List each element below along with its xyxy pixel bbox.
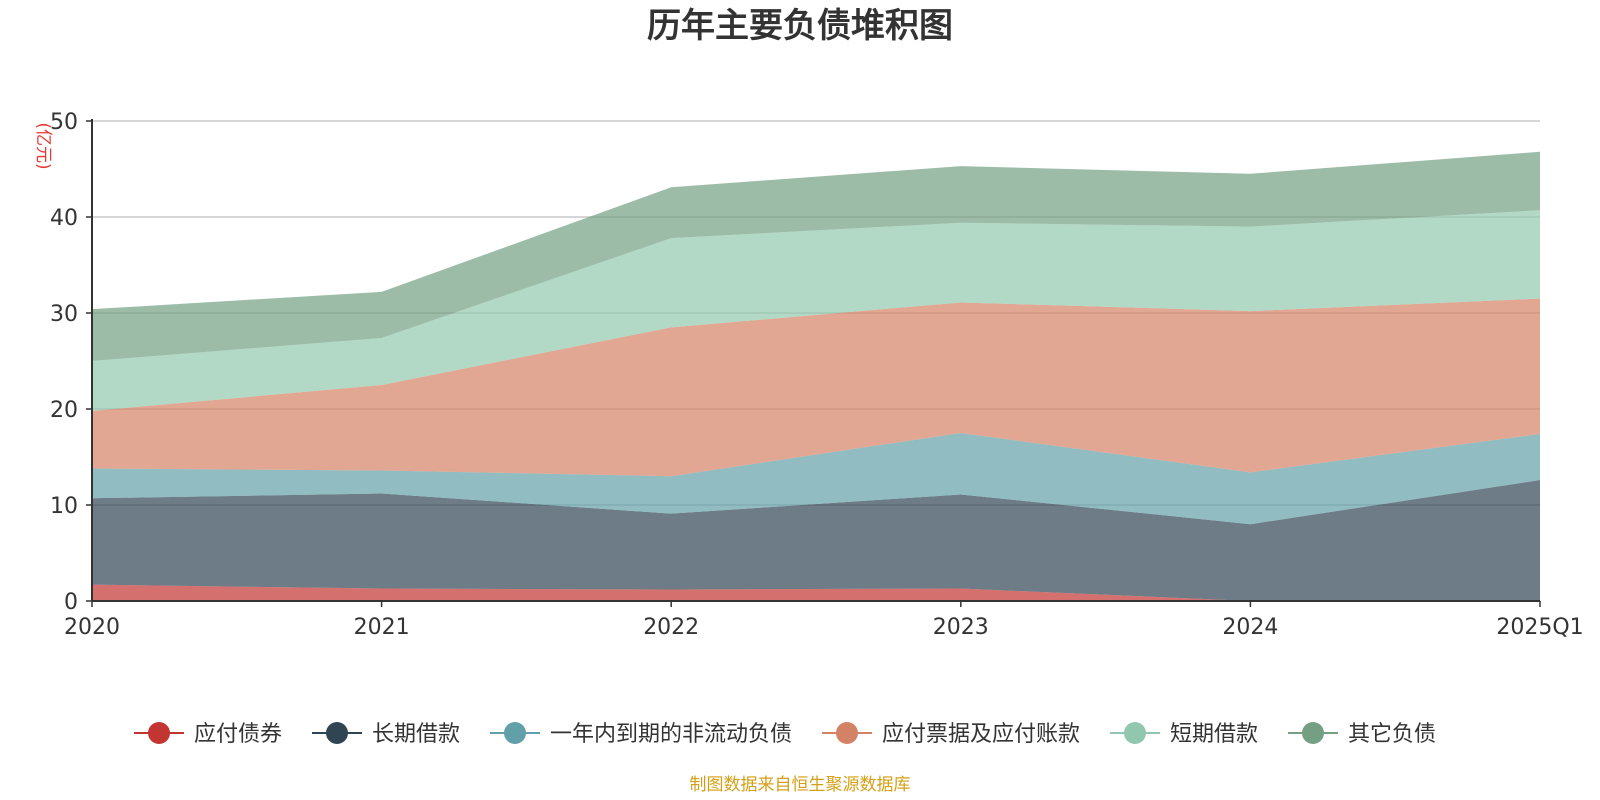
legend-marker [326,722,348,744]
chart-title: 历年主要负债堆积图 [647,6,953,46]
x-tick-label: 2023 [933,615,989,640]
y-tick-label: 30 [50,302,78,327]
legend-marker [836,722,858,744]
axes: 0 10 20 30 40 50 2020 2021 2022 2023 2024 2025Q1 [50,110,1584,640]
legend-label: 其它负债 [1348,722,1436,747]
y-tick-label: 10 [50,494,78,519]
legend-label: 短期借款 [1170,722,1258,747]
x-tick-label: 2022 [643,615,699,640]
legend-marker [1302,722,1324,744]
x-tick-label: 2021 [354,615,410,640]
legend-item[interactable]: 应付票据及应付账款 [822,722,1080,747]
y-tick-label: 0 [64,590,78,615]
legend-item[interactable]: 应付债券 [134,722,282,747]
legend-marker [148,722,170,744]
x-tick-label: 2025Q1 [1496,615,1583,640]
y-tick-label: 20 [50,398,78,423]
legend[interactable]: 应付债券 长期借款 一年内到期的非流动负债 应付票据及应付账款 短期借款 其它负债 [134,722,1436,747]
source-note: 制图数据来自恒生聚源数据库 [690,775,911,795]
legend-item[interactable]: 长期借款 [312,722,460,747]
area-短期借款 [92,210,1540,411]
legend-item[interactable]: 短期借款 [1110,722,1258,747]
area-长期借款 [92,480,1540,601]
legend-label: 长期借款 [372,722,460,747]
legend-label: 应付债券 [194,722,282,747]
legend-marker [504,722,526,744]
y-unit-label: (亿元) [33,122,53,169]
legend-item[interactable]: 一年内到期的非流动负债 [490,722,792,747]
x-tick-label: 2024 [1222,615,1278,640]
area-其它负债 [92,151,1540,361]
y-tick-label: 50 [50,110,78,135]
y-tick-label: 40 [50,206,78,231]
legend-label: 一年内到期的非流动负债 [550,722,792,747]
x-tick-label: 2020 [64,615,120,640]
area-series [92,151,1540,601]
area-一年内到期的非流动负债 [92,433,1540,525]
area-应付票据及应付账款 [92,298,1540,477]
legend-item[interactable]: 其它负债 [1288,722,1436,747]
legend-marker [1124,722,1146,744]
legend-label: 应付票据及应付账款 [882,722,1080,747]
